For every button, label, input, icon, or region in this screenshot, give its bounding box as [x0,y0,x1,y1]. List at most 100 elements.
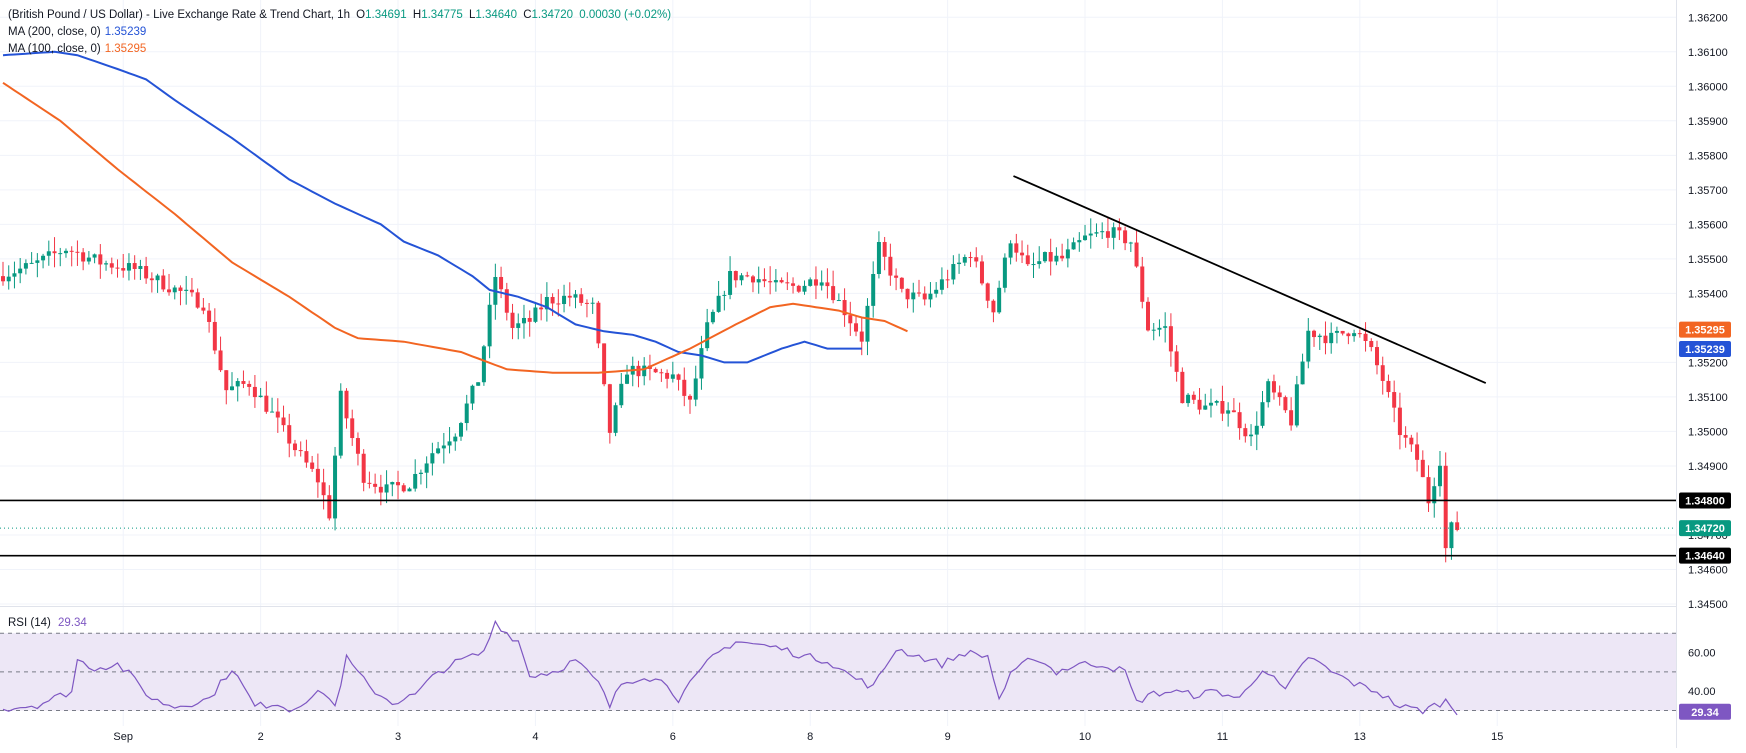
price-tag [1679,340,1731,357]
candle-body [287,425,292,444]
candle-body [533,307,538,322]
candle-body [1289,410,1294,426]
rsi-value-tag-label: 29.34 [1691,707,1719,719]
candle-body [115,267,120,269]
candle-body [1111,227,1116,238]
price-tick-label: 1.35200 [1688,357,1728,369]
candle-body [1088,233,1093,236]
candle-body [974,257,979,262]
ma100-legend[interactable]: MA (100, close, 0) 1.35295 [8,42,146,57]
candle-body [682,379,687,396]
candle-body [212,321,217,351]
candle-body [510,312,515,328]
candle-body [321,482,326,496]
candle-body [562,295,567,305]
candle-body [235,381,240,387]
time-tick-label: 10 [1079,731,1091,743]
candle-body [922,293,927,300]
candle-body [665,372,670,379]
candle-body [1260,402,1265,426]
candle-body [327,495,332,519]
candle-body [642,365,647,377]
candle-body [504,289,509,313]
candle-body [716,295,721,312]
candle-body [75,251,80,253]
candle-body [1105,231,1110,238]
candle-body [1294,384,1299,426]
rsi-value: 29.34 [58,617,87,629]
candle-body [636,365,641,377]
candle-body [1300,361,1305,385]
ma100-line [2,81,908,374]
candle-body [1312,330,1317,338]
candle-body [619,383,624,406]
time-tick-label: 11 [1217,731,1228,743]
candle-body [1306,330,1311,362]
candle-body [985,283,990,301]
candle-body [1415,444,1420,460]
candle-body [35,260,40,263]
candle-body [796,285,801,292]
ma200-legend[interactable]: MA (200, close, 0) 1.35239 [8,25,146,40]
candle-body [149,278,154,281]
candle-body [1117,227,1122,231]
time-tick-label: 4 [532,731,538,743]
candle-body [355,438,360,454]
candle-body [1386,380,1391,393]
time-tick-label: 8 [807,731,813,743]
symbol-title[interactable]: (British Pound / US Dollar) - Live Excha… [8,9,350,21]
open-value: 1.34691 [365,9,407,21]
candle-body [373,483,378,487]
candle-body [1277,392,1282,398]
candle-body [155,275,160,281]
candle-body [539,307,544,310]
candle-body [172,287,177,293]
candle-body [459,423,463,437]
candle-body [957,262,962,265]
candle-body [201,307,206,311]
candle-body [464,403,469,424]
candle-body [218,350,223,371]
candle-body [813,279,818,286]
candle-body [1083,235,1088,241]
candle-body [104,263,109,265]
trend-line [1013,175,1487,384]
candle-body [167,289,172,293]
candle-body [378,486,383,493]
candle-body [184,289,189,291]
candle-body [189,289,194,293]
candle-body [161,275,166,290]
price-tick-label: 1.35500 [1688,254,1728,266]
candle-body [962,257,967,263]
candle-body [1140,266,1145,302]
candles [1,217,1460,563]
candle-body [1157,327,1162,330]
candle-body [968,257,973,259]
candle-body [476,382,481,386]
candle-body [1283,397,1288,411]
candle-body [1214,401,1219,403]
candle-body [281,417,286,426]
candle-body [424,463,429,473]
candle-body [876,242,881,275]
ma100-value: 1.35295 [104,43,147,55]
candle-body [773,280,778,283]
candle-body [499,276,504,290]
candle-body [854,323,859,332]
candle-body [590,302,595,304]
candle-body [1094,232,1099,234]
candle-body [1048,252,1053,262]
candle-body [230,386,234,391]
candle-body [722,294,727,296]
pane-separator[interactable] [0,606,1676,607]
candle-body [92,254,97,258]
candle-body [1002,257,1007,288]
candle-body [1168,326,1173,352]
candle-body [207,310,212,322]
candle-body [602,343,607,385]
candle-body [1128,242,1133,244]
rsi-legend[interactable]: RSI (14) 29.34 [8,617,87,629]
ma200-label: MA (200, close, 0) [8,26,101,38]
